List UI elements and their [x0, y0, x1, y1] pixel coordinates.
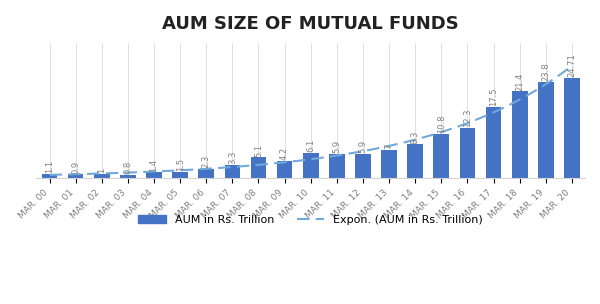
Bar [172, 172, 188, 178]
Text: 17.5: 17.5 [489, 88, 498, 106]
Bar [68, 174, 83, 178]
Text: 12.3: 12.3 [463, 109, 472, 127]
Bar [329, 154, 344, 178]
Bar [486, 107, 502, 178]
Bar [355, 154, 371, 178]
Bar [433, 134, 449, 178]
Text: 2.3: 2.3 [202, 155, 211, 168]
Text: 1.1: 1.1 [45, 160, 54, 173]
Bar [512, 91, 527, 178]
Text: 1: 1 [97, 168, 106, 173]
Text: 5.9: 5.9 [332, 140, 341, 153]
Bar [303, 153, 319, 178]
Text: 8.3: 8.3 [411, 130, 420, 143]
Text: 24.71: 24.71 [568, 54, 577, 77]
Text: 10.8: 10.8 [437, 115, 446, 133]
Bar [277, 161, 292, 178]
Bar [251, 157, 266, 178]
Bar [199, 169, 214, 178]
Legend: AUM in Rs. Trillion, Expon. (AUM in Rs. Trillion): AUM in Rs. Trillion, Expon. (AUM in Rs. … [134, 210, 488, 229]
Text: 1.5: 1.5 [176, 158, 185, 171]
Text: 7: 7 [385, 143, 394, 149]
Bar [460, 128, 475, 178]
Text: 6.1: 6.1 [306, 139, 315, 153]
Bar [41, 174, 58, 178]
Text: 5.9: 5.9 [358, 140, 367, 153]
Bar [564, 78, 580, 178]
Bar [94, 174, 110, 178]
Bar [146, 172, 162, 178]
Bar [381, 150, 397, 178]
Text: 23.8: 23.8 [541, 62, 550, 81]
Bar [538, 81, 554, 178]
Text: 5.1: 5.1 [254, 143, 263, 157]
Text: 0.9: 0.9 [71, 161, 80, 174]
Title: AUM SIZE OF MUTUAL FUNDS: AUM SIZE OF MUTUAL FUNDS [163, 15, 459, 33]
Bar [224, 165, 240, 178]
Bar [407, 144, 423, 178]
Bar [120, 175, 136, 178]
Text: 4.2: 4.2 [280, 147, 289, 160]
Text: 1.4: 1.4 [149, 158, 158, 171]
Text: 3.3: 3.3 [228, 150, 237, 164]
Text: 21.4: 21.4 [515, 72, 524, 91]
Text: 0.8: 0.8 [124, 161, 133, 174]
